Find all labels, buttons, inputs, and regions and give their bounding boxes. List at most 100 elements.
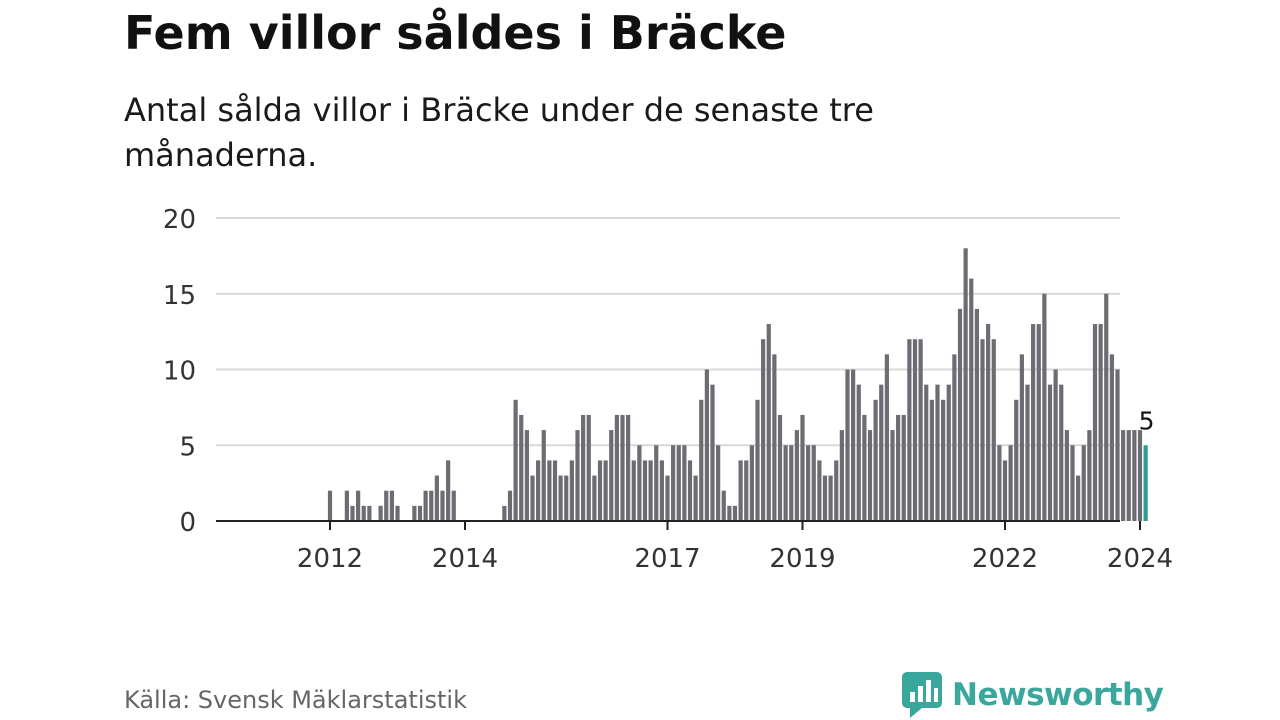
bar	[389, 490, 394, 521]
bar	[631, 460, 636, 521]
y-tick-label: 10	[163, 357, 196, 387]
bar	[1092, 324, 1098, 521]
bar	[1115, 369, 1120, 521]
bar	[350, 505, 355, 521]
bar	[682, 445, 687, 521]
bar	[884, 354, 889, 521]
bar	[912, 339, 918, 521]
bar	[1002, 460, 1008, 521]
bar	[907, 339, 912, 521]
y-tick-label: 0	[179, 508, 196, 538]
bar	[845, 369, 850, 521]
bar	[327, 490, 333, 521]
bar	[766, 324, 771, 521]
bar	[890, 430, 895, 521]
bar	[597, 460, 603, 521]
bar	[581, 414, 586, 521]
chart-title: Fem villor såldes i Bräcke	[124, 6, 787, 60]
bar	[1064, 430, 1069, 521]
bar	[626, 414, 631, 521]
bar	[710, 384, 715, 521]
bar	[558, 475, 563, 521]
bar	[879, 384, 884, 521]
x-axis-ticks: 2012 2014 2017 2019 2022 2024	[297, 521, 1173, 574]
bar	[727, 505, 732, 521]
bar	[552, 460, 558, 521]
bar	[687, 460, 693, 521]
x-tick-label: 2024	[1107, 544, 1173, 574]
bar	[642, 460, 648, 521]
bar	[952, 354, 957, 521]
bar	[429, 490, 434, 521]
bar	[513, 399, 518, 521]
bar	[783, 445, 788, 521]
bar	[721, 490, 726, 521]
y-axis-ticks: 0 5 10 15 20	[163, 205, 196, 538]
bar	[671, 445, 676, 521]
bar	[896, 414, 901, 521]
brand-logo[interactable]: Newsworthy	[902, 672, 1164, 718]
bar	[732, 505, 738, 521]
bar	[1109, 354, 1114, 521]
bar	[755, 399, 760, 521]
bar	[800, 414, 805, 521]
bar	[367, 505, 372, 521]
bar	[929, 399, 934, 521]
bar	[524, 430, 529, 521]
bar	[1014, 399, 1019, 521]
bar	[693, 475, 698, 521]
bar	[1031, 324, 1036, 521]
y-tick-label: 20	[163, 205, 196, 235]
y-tick-label: 5	[179, 432, 196, 462]
bar	[716, 445, 721, 521]
bar	[395, 505, 400, 521]
bar	[749, 445, 754, 521]
bar	[547, 460, 552, 521]
bar	[564, 475, 569, 521]
bar	[1137, 430, 1143, 521]
bar	[1076, 475, 1081, 521]
bar	[614, 414, 619, 521]
bar	[777, 414, 783, 521]
bar	[811, 445, 816, 521]
bar	[980, 339, 985, 521]
latest-value-label: 5	[1139, 406, 1155, 435]
bar	[648, 460, 653, 521]
source-note: Källa: Svensk Mäklarstatistik	[124, 686, 467, 714]
bar	[620, 414, 625, 521]
bar	[901, 414, 906, 521]
bar	[1053, 369, 1058, 521]
bar	[384, 490, 389, 521]
bar	[1025, 384, 1030, 521]
bar	[974, 308, 979, 521]
bar	[834, 460, 839, 521]
brand-name: Newsworthy	[952, 677, 1164, 713]
bar	[817, 460, 822, 521]
bar	[451, 490, 456, 521]
bar	[592, 475, 597, 521]
bar	[997, 445, 1002, 521]
bar	[794, 430, 799, 521]
bar	[637, 445, 642, 521]
bar	[434, 475, 439, 521]
bar	[738, 460, 743, 521]
bar	[704, 369, 709, 521]
bar	[1036, 324, 1041, 521]
bar	[1008, 445, 1013, 521]
bars	[327, 248, 1148, 522]
bar	[1047, 384, 1053, 521]
newsworthy-logo-icon	[902, 672, 942, 718]
bar	[519, 414, 524, 521]
bar	[1143, 445, 1148, 521]
bar	[361, 505, 366, 521]
bar	[440, 490, 445, 521]
bar	[1126, 430, 1131, 521]
bar	[806, 445, 811, 521]
x-tick-label: 2022	[972, 544, 1038, 574]
bar	[941, 399, 946, 521]
x-tick-label: 2014	[432, 544, 498, 574]
bar	[822, 475, 828, 521]
bar	[659, 460, 664, 521]
bar	[772, 354, 777, 521]
bar	[665, 475, 670, 521]
